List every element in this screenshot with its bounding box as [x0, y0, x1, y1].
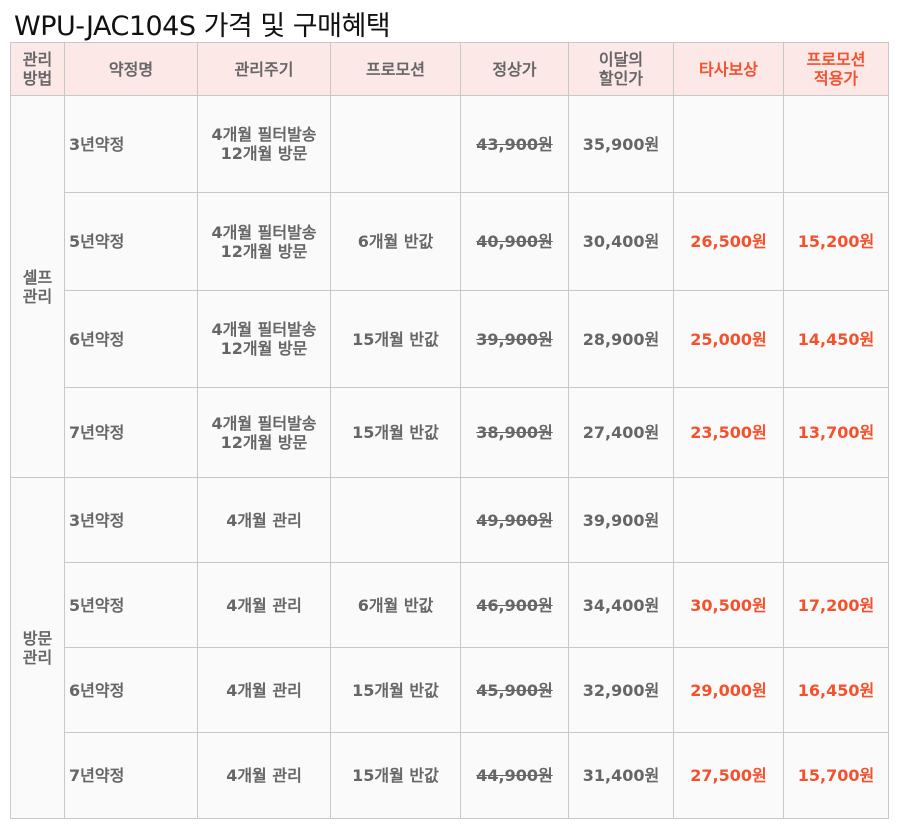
- cell-regular: 49,900원: [460, 477, 569, 563]
- cell-cycle: 4개월 필터발송 12개월 방문: [197, 192, 331, 291]
- cell-cycle: 4개월 관리: [197, 562, 331, 648]
- cell-name: 6년약정: [64, 290, 198, 388]
- header-competitor-compensation: 타사보상: [673, 42, 784, 96]
- cell-promo: [330, 95, 461, 193]
- cell-promo: 6개월 반값: [330, 192, 461, 291]
- cell-regular: 46,900원: [460, 562, 569, 648]
- header-row: 관리 방법 약정명 관리주기 프로모션 정상가 이달의 할인가 타사보상 프로모션 적용가: [10, 42, 889, 96]
- cell-name: 6년약정: [64, 647, 198, 733]
- header-contract-name: 약정명: [64, 42, 198, 96]
- header-management-method: 관리 방법: [10, 42, 65, 96]
- cell-regular: 45,900원: [460, 647, 569, 733]
- cell-comp: [673, 95, 784, 193]
- header-promotion: 프로모션: [330, 42, 461, 96]
- cell-name: 3년약정: [64, 95, 198, 193]
- cell-comp: 27,500원: [673, 732, 784, 819]
- cell-final: 15,700원: [783, 732, 889, 819]
- price-table: 관리 방법 약정명 관리주기 프로모션 정상가 이달의 할인가 타사보상 프로모션 적용가 셀…: [10, 42, 889, 819]
- cell-discount: 35,900원: [568, 95, 674, 193]
- cell-comp: 26,500원: [673, 192, 784, 291]
- cell-final: 13,700원: [783, 387, 889, 478]
- cell-final: [783, 95, 889, 193]
- cell-comp: 30,500원: [673, 562, 784, 648]
- cell-regular: 44,900원: [460, 732, 569, 819]
- cell-promo: 15개월 반값: [330, 387, 461, 478]
- cell-cycle: 4개월 관리: [197, 732, 331, 819]
- regular-price-text: 49,900원: [476, 510, 553, 530]
- cell-final: 17,200원: [783, 562, 889, 648]
- table-row: 6년약정 4개월 관리 15개월 반값 45,900원 32,900원 29,000원 16…: [11, 647, 889, 733]
- cell-promo: 6개월 반값: [330, 562, 461, 648]
- cell-cycle: 4개월 필터발송 12개월 방문: [197, 387, 331, 478]
- cell-promo: 15개월 반값: [330, 647, 461, 733]
- cell-promo: 15개월 반값: [330, 290, 461, 388]
- cell-regular: 43,900원: [460, 95, 569, 193]
- cell-name: 5년약정: [64, 192, 198, 291]
- cell-comp: 29,000원: [673, 647, 784, 733]
- table-row: 방문 관리 3년약정 4개월 관리 49,900원 39,900원: [10, 477, 889, 819]
- table-row: 5년약정 4개월 관리 6개월 반값 46,900원 34,400원 30,500원 17,…: [11, 562, 889, 648]
- cell-cycle: 4개월 필터발송 12개월 방문: [197, 95, 331, 193]
- cell-regular: 39,900원: [460, 290, 569, 388]
- cell-cycle: 4개월 관리: [197, 477, 331, 563]
- cell-comp: 23,500원: [673, 387, 784, 478]
- cell-final: 15,200원: [783, 192, 889, 291]
- cell-name: 3년약정: [64, 477, 198, 563]
- page-title: WPU-JAC104S 가격 및 구매혜택: [14, 11, 391, 42]
- cell-discount: 30,400원: [568, 192, 674, 291]
- cell-discount: 28,900원: [568, 290, 674, 388]
- cell-cycle: 4개월 필터발송 12개월 방문: [197, 290, 331, 388]
- table-row: 7년약정 4개월 관리 15개월 반값 44,900원 31,400원 27,500원 15…: [11, 732, 889, 819]
- cell-final: 16,450원: [783, 647, 889, 733]
- table-row: 7년약정 4개월 필터발송 12개월 방문 15개월 반값 38,900원 27,400…: [11, 387, 889, 478]
- table-row: 셀프 관리 3년약정 4개월 필터발송 12개월 방문 43,900원 35,900원: [10, 95, 889, 478]
- cell-comp: [673, 477, 784, 563]
- cell-cycle: 4개월 관리: [197, 647, 331, 733]
- cell-regular: 40,900원: [460, 192, 569, 291]
- regular-price-text: 44,900원: [476, 766, 553, 785]
- cell-comp: 25,000원: [673, 290, 784, 388]
- regular-price-text: 40,900원: [476, 232, 553, 251]
- table-row: 5년약정 4개월 필터발송 12개월 방문 6개월 반값 40,900원 30,400원…: [11, 192, 889, 291]
- cell-promo: [330, 477, 461, 563]
- regular-price-text: 45,900원: [476, 680, 553, 700]
- regular-price-text: 39,900원: [476, 329, 553, 349]
- regular-price-text: 38,900원: [476, 423, 553, 442]
- header-regular-price: 정상가: [460, 42, 569, 96]
- group-label: 방문 관리: [10, 477, 65, 819]
- group-label: 셀프 관리: [10, 95, 65, 478]
- header-monthly-discount-price: 이달의 할인가: [568, 42, 674, 96]
- cell-regular: 38,900원: [460, 387, 569, 478]
- header-management-cycle: 관리주기: [197, 42, 331, 96]
- table-row: 6년약정 4개월 필터발송 12개월 방문 15개월 반값 39,900원 28,900…: [11, 290, 889, 388]
- cell-final: [783, 477, 889, 563]
- cell-discount: 32,900원: [568, 647, 674, 733]
- cell-promo: 15개월 반값: [330, 732, 461, 819]
- cell-name: 5년약정: [64, 562, 198, 648]
- cell-name: 7년약정: [64, 387, 198, 478]
- cell-discount: 31,400원: [568, 732, 674, 819]
- regular-price-text: 43,900원: [476, 134, 553, 154]
- cell-discount: 27,400원: [568, 387, 674, 478]
- cell-discount: 34,400원: [568, 562, 674, 648]
- regular-price-text: 46,900원: [476, 595, 553, 615]
- cell-name: 7년약정: [64, 732, 198, 819]
- cell-discount: 39,900원: [568, 477, 674, 563]
- cell-final: 14,450원: [783, 290, 889, 388]
- header-promotion-applied-price: 프로모션 적용가: [783, 42, 889, 96]
